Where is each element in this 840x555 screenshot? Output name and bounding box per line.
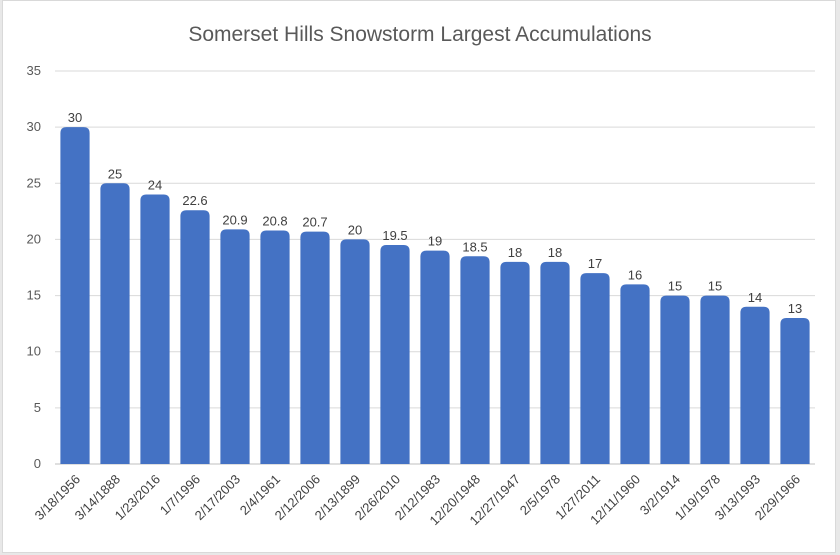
bar (580, 273, 610, 464)
data-label: 20.7 (302, 215, 327, 230)
bar (500, 261, 530, 464)
data-label: 20 (348, 222, 362, 237)
bar-chart: Somerset Hills Snowstorm Largest Accumul… (27, 23, 815, 529)
bar (620, 284, 650, 464)
bar (260, 230, 290, 464)
y-tick-label: 15 (27, 288, 41, 303)
y-tick-label: 30 (27, 119, 41, 134)
y-tick-label: 10 (27, 344, 41, 359)
data-label: 22.6 (182, 193, 207, 208)
bar (540, 261, 570, 464)
data-label: 15 (708, 279, 722, 294)
data-label: 14 (748, 290, 762, 305)
data-label: 19.5 (382, 228, 407, 243)
bar (300, 231, 330, 464)
bar (780, 318, 810, 464)
data-label: 13 (788, 301, 802, 316)
bar (420, 250, 450, 464)
y-tick-label: 5 (34, 400, 41, 415)
y-tick-label: 25 (27, 175, 41, 190)
data-label: 18 (508, 245, 522, 260)
data-label: 19 (428, 234, 442, 249)
bar (60, 127, 90, 465)
bar (140, 194, 170, 464)
y-tick-label: 35 (27, 63, 41, 78)
y-tick-label: 0 (34, 456, 41, 471)
data-label: 15 (668, 279, 682, 294)
data-label: 18 (548, 245, 562, 260)
data-labels: 30 25 24 22.6 20.9 20.8 20.7 20 19.5 19 18.5 18 18 17… (68, 110, 802, 316)
bar (700, 295, 730, 464)
data-label: 17 (588, 256, 602, 271)
data-label: 18.5 (462, 239, 487, 254)
bar (380, 245, 410, 464)
data-label: 16 (628, 267, 642, 282)
bar (740, 306, 770, 464)
bars (60, 127, 810, 465)
bar (220, 229, 250, 464)
data-label: 20.9 (222, 212, 247, 227)
y-axis: 0 5 10 15 20 25 30 35 (27, 63, 41, 471)
bar (180, 210, 210, 464)
x-axis: 3/18/19563/14/18881/23/20161/7/19962/17/… (32, 472, 804, 529)
bar (660, 295, 690, 464)
chart-title: Somerset Hills Snowstorm Largest Accumul… (188, 23, 651, 46)
data-label: 25 (108, 166, 122, 181)
data-label: 24 (148, 178, 162, 193)
y-tick-label: 20 (27, 231, 41, 246)
bar (460, 256, 490, 464)
bar (100, 183, 130, 465)
data-label: 30 (68, 110, 82, 125)
data-label: 20.8 (262, 213, 287, 228)
bar (340, 239, 370, 464)
